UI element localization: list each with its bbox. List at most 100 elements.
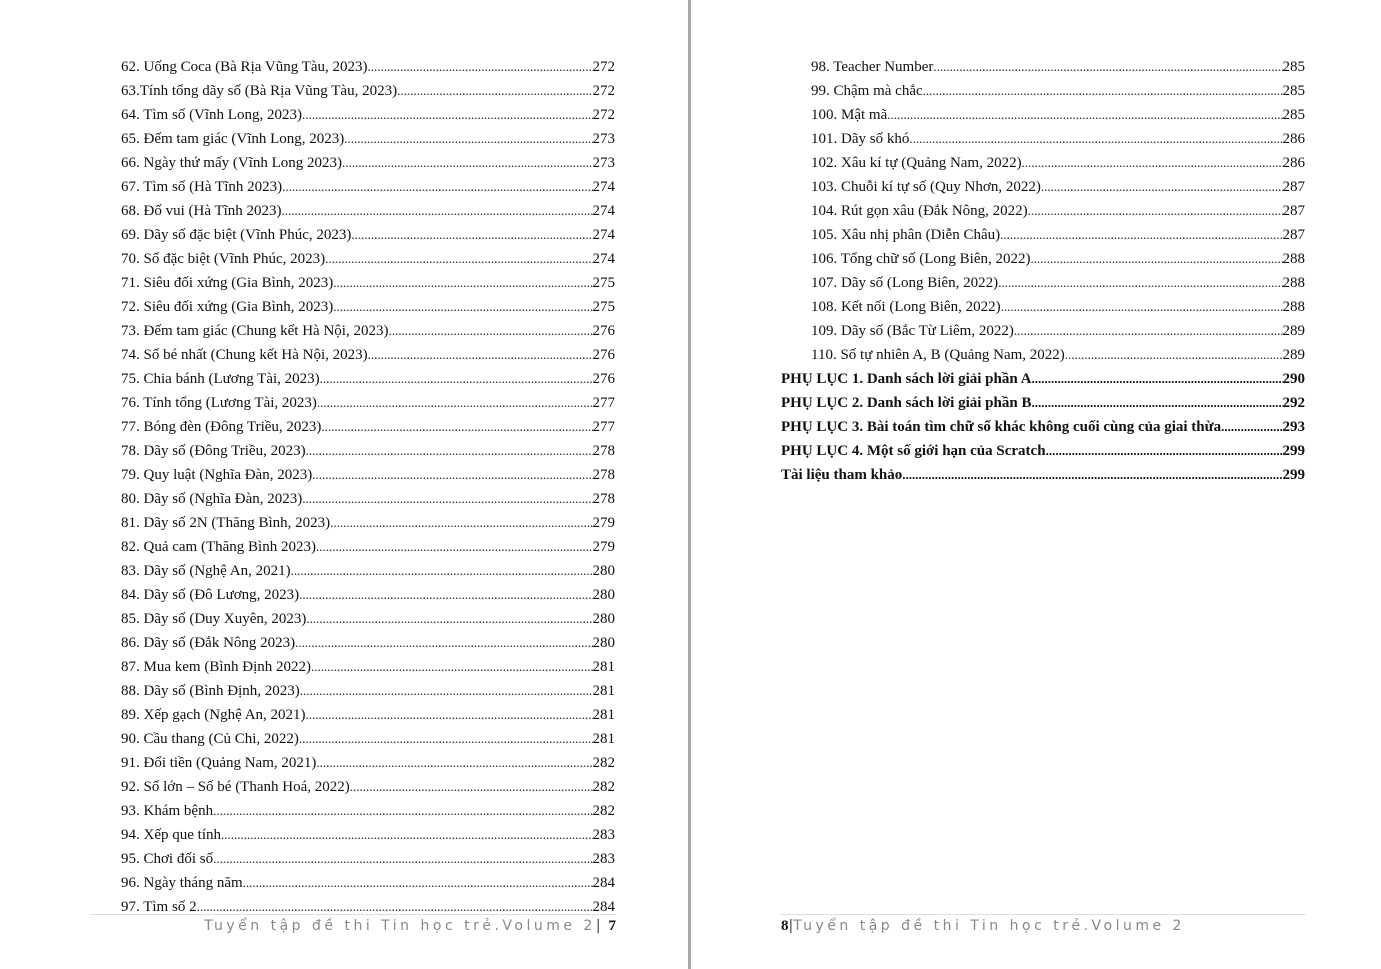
toc-entry[interactable]: 106. Tổng chữ số (Long Biên, 2022) 288 [781,247,1305,271]
toc-entry[interactable]: 87. Mua kem (Bình Định 2022) 281 [121,655,615,679]
toc-entry-page: 280 [592,563,616,579]
toc-entry[interactable]: 101. Dãy số khó 286 [781,127,1305,151]
toc-entry-page: 286 [1282,131,1306,147]
toc-entry[interactable]: 91. Đổi tiền (Quảng Nam, 2021) 282 [121,751,615,775]
toc-entry[interactable]: PHỤ LỤC 2. Danh sách lời giải phần B 292 [781,391,1305,415]
toc-entry[interactable]: PHỤ LỤC 3. Bài toán tìm chữ số khác khôn… [781,415,1305,439]
toc-entry[interactable]: 94. Xếp que tính 283 [121,823,615,847]
toc-entry[interactable]: 98. Teacher Number 285 [781,55,1305,79]
dot-leader [325,247,592,271]
toc-entry[interactable]: 69. Dãy số đặc biệt (Vĩnh Phúc, 2023) 274 [121,223,615,247]
toc-entry[interactable]: 63.Tính tổng dãy số (Bà Rịa Vũng Tàu, 20… [121,79,615,103]
page-8: 98. Teacher Number 285 99. Chậm mà chắc 285… [691,0,1381,969]
toc-entry-page: 273 [592,131,616,147]
toc-entry[interactable]: 76. Tính tổng (Lương Tài, 2023) 277 [121,391,615,415]
toc-entry-page: 289 [1282,323,1306,339]
toc-entry[interactable]: 70. Số đặc biệt (Vĩnh Phúc, 2023) 274 [121,247,615,271]
toc-entry[interactable]: 96. Ngày tháng năm 284 [121,871,615,895]
toc-entry[interactable]: 74. Số bé nhất (Chung kết Hà Nội, 2023) 2… [121,343,615,367]
toc-entry-title: PHỤ LỤC 4. Một số giới hạn của Scratch [781,443,1046,459]
toc-entry[interactable]: 107. Dãy số (Long Biên, 2022) 288 [781,271,1305,295]
dot-leader [342,151,592,175]
dot-leader [316,535,593,559]
toc-entry[interactable]: 100. Mật mã 285 [781,103,1305,127]
toc-entry-title: 77. Bóng đèn (Đông Triều, 2023) [121,419,322,435]
toc-entry[interactable]: 75. Chia bánh (Lương Tài, 2023) 276 [121,367,615,391]
toc-entry[interactable]: 99. Chậm mà chắc 285 [781,79,1305,103]
dot-leader [1028,199,1283,223]
toc-entry-title: 71. Siêu đối xứng (Gia Bình, 2023) [121,275,334,291]
toc-entry[interactable]: 79. Quy luật (Nghĩa Đàn, 2023) 278 [121,463,615,487]
dot-leader [1031,391,1282,415]
toc-entry[interactable]: 95. Chơi đối số 283 [121,847,615,871]
toc-entry[interactable]: 72. Siêu đối xứng (Gia Bình, 2023) 275 [121,295,615,319]
toc-entry-page: 278 [592,467,616,483]
toc-entry-title: 97. Tìm số 2 [121,899,197,915]
toc-entry-page: 287 [1282,227,1306,243]
toc-entry[interactable]: 62. Uống Coca (Bà Rịa Vũng Tàu, 2023) 272 [121,55,615,79]
footer-separator: | [595,918,601,934]
toc-entry[interactable]: 92. Số lớn – Số bé (Thanh Hoá, 2022) 282 [121,775,615,799]
toc-entry[interactable]: 81. Dãy số 2N (Thăng Bình, 2023) 279 [121,511,615,535]
toc-entry[interactable]: 97. Tìm số 2 284 [121,895,615,919]
toc-entry[interactable]: 68. Đố vui (Hà Tĩnh 2023) 274 [121,199,615,223]
toc-entry[interactable]: 66. Ngày thứ mấy (Vĩnh Long 2023) 273 [121,151,615,175]
toc-entry[interactable]: 84. Dãy số (Đô Lương, 2023) 280 [121,583,615,607]
toc-entry-title: 105. Xâu nhị phân (Diễn Châu) [811,227,1001,243]
toc-entry-page: 283 [592,851,616,867]
dot-leader [1046,439,1283,463]
toc-entry[interactable]: 65. Đếm tam giác (Vĩnh Long, 2023) 273 [121,127,615,151]
toc-entry-title: 70. Số đặc biệt (Vĩnh Phúc, 2023) [121,251,326,267]
dot-leader [1065,343,1283,367]
toc-entry-page: 274 [592,203,616,219]
toc-entry[interactable]: 78. Dãy số (Đông Triều, 2023) 278 [121,439,615,463]
toc-entry[interactable]: 90. Cầu thang (Củ Chi, 2022) 281 [121,727,615,751]
toc-entry-page: 285 [1282,107,1306,123]
toc-entry[interactable]: 88. Dãy số (Bình Định, 2023) 281 [121,679,615,703]
toc-entry-title: 72. Siêu đối xứng (Gia Bình, 2023) [121,299,334,315]
toc-entry-page: 281 [592,659,616,675]
toc-entry-page: 279 [592,539,616,555]
toc-entry[interactable]: 105. Xâu nhị phân (Diễn Châu) 287 [781,223,1305,247]
toc-entry[interactable]: 89. Xếp gạch (Nghệ An, 2021) 281 [121,703,615,727]
dot-leader [213,799,592,823]
toc-entry-page: 289 [1282,347,1306,363]
toc-entry-title: PHỤ LỤC 2. Danh sách lời giải phần B [781,395,1032,411]
toc-entry-page: 275 [592,299,616,315]
footer-title: Tuyển tập đề thi Tin học trẻ.Volume 2 [204,918,596,934]
toc-entry[interactable]: 109. Dãy số (Bắc Từ Liêm, 2022) 289 [781,319,1305,343]
toc-entry[interactable]: 80. Dãy số (Nghĩa Đàn, 2023) 278 [121,487,615,511]
toc-entry-title: 74. Số bé nhất (Chung kết Hà Nội, 2023) [121,347,368,363]
toc-entry[interactable]: Tài liệu tham khảo 299 [781,463,1305,487]
toc-entry[interactable]: 103. Chuỗi kí tự số (Quy Nhơn, 2022) 287 [781,175,1305,199]
toc-entry[interactable]: 85. Dãy số (Duy Xuyên, 2023) 280 [121,607,615,631]
toc-entry-page: 292 [1282,395,1306,411]
toc-entry-title: 103. Chuỗi kí tự số (Quy Nhơn, 2022) [811,179,1041,195]
toc-entry[interactable]: 108. Kết nối (Long Biên, 2022) 288 [781,295,1305,319]
toc-entry[interactable]: 77. Bóng đèn (Đông Triều, 2023) 277 [121,415,615,439]
toc-entry-page: 288 [1282,275,1306,291]
dot-leader [282,199,593,223]
toc-entry[interactable]: 82. Quả cam (Thăng Bình 2023) 279 [121,535,615,559]
toc-entry[interactable]: 73. Đếm tam giác (Chung kết Hà Nội, 2023… [121,319,615,343]
toc-entry[interactable]: 102. Xâu kí tự (Quảng Nam, 2022) 286 [781,151,1305,175]
toc-list: 98. Teacher Number 285 99. Chậm mà chắc 285… [781,55,1305,487]
toc-entry[interactable]: 104. Rút gọn xâu (Đắk Nông, 2022) 287 [781,199,1305,223]
toc-entry[interactable]: 93. Khám bệnh 282 [121,799,615,823]
toc-entry-page: 280 [592,635,616,651]
toc-entry-title: PHỤ LỤC 1. Danh sách lời giải phần A [781,371,1032,387]
toc-entry[interactable]: 83. Dãy số (Nghệ An, 2021) 280 [121,559,615,583]
toc-entry[interactable]: PHỤ LỤC 1. Danh sách lời giải phần A 290 [781,367,1305,391]
toc-entry[interactable]: 71. Siêu đối xứng (Gia Bình, 2023) 275 [121,271,615,295]
page-divider [688,0,691,969]
toc-entry-page: 299 [1282,443,1306,459]
toc-entry[interactable]: 110. Số tự nhiên A, B (Quảng Nam, 2022) 2… [781,343,1305,367]
dot-leader [333,271,592,295]
dot-leader [330,511,592,535]
toc-entry[interactable]: 67. Tìm số (Hà Tĩnh 2023) 274 [121,175,615,199]
toc-entry-title: 65. Đếm tam giác (Vĩnh Long, 2023) [121,131,345,147]
toc-entry[interactable]: PHỤ LỤC 4. Một số giới hạn của Scratch 29… [781,439,1305,463]
toc-entry[interactable]: 86. Dãy số (Đắk Nông 2023) 280 [121,631,615,655]
dot-leader [933,55,1282,79]
toc-entry[interactable]: 64. Tìm số (Vĩnh Long, 2023) 272 [121,103,615,127]
